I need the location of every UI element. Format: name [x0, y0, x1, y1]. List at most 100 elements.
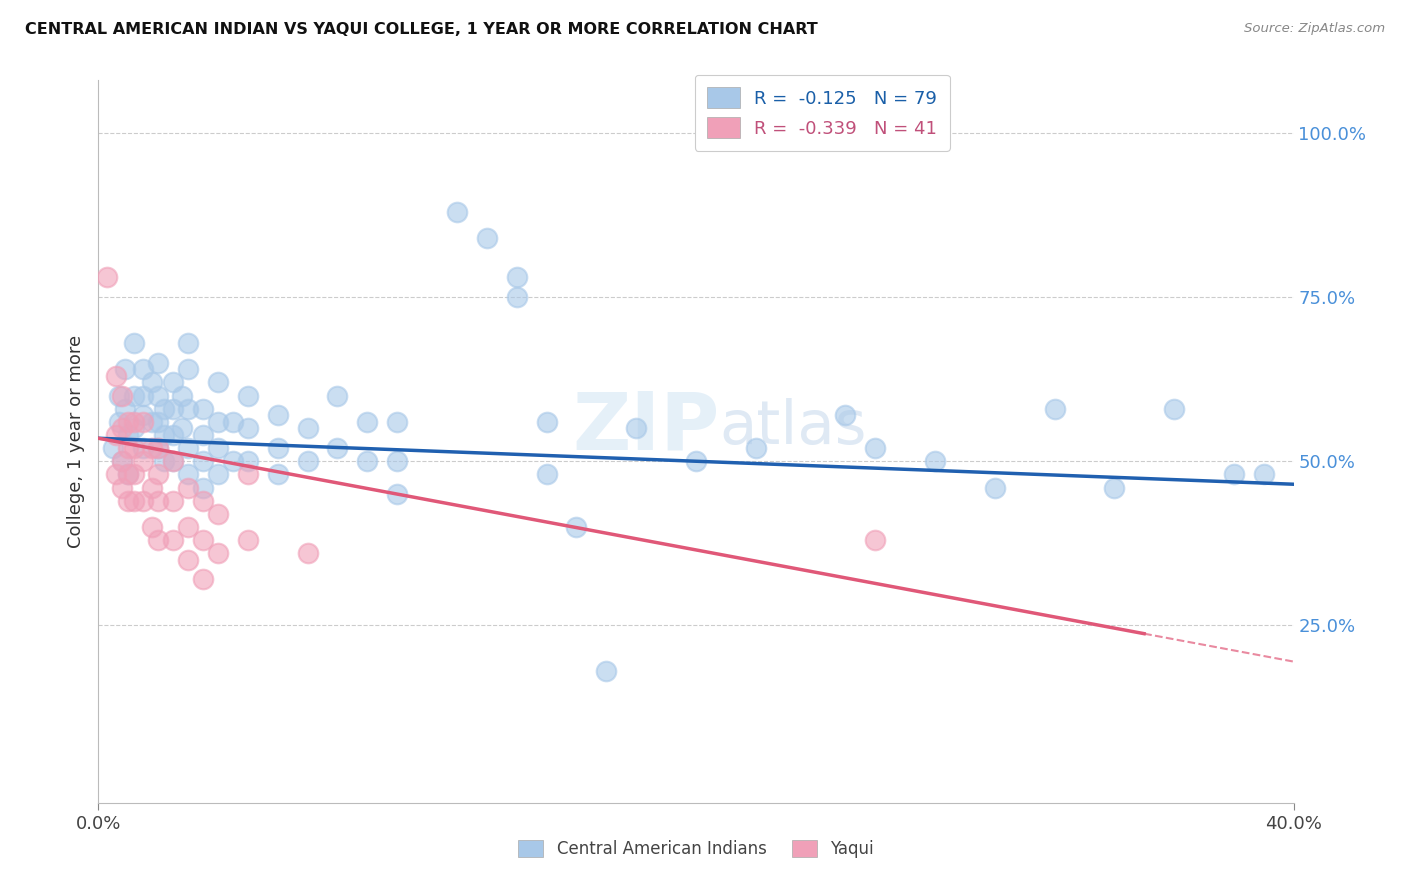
- Text: atlas: atlas: [720, 398, 868, 457]
- Point: [117, 493, 139, 508]
- Point: [141, 441, 163, 455]
- Point: [141, 520, 163, 534]
- Point: [153, 401, 176, 416]
- Point: [177, 467, 200, 482]
- Point: [356, 454, 378, 468]
- Point: [148, 441, 170, 455]
- Point: [1223, 467, 1246, 482]
- Point: [191, 401, 214, 416]
- Point: [162, 376, 184, 390]
- Point: [865, 441, 887, 455]
- Point: [236, 388, 259, 402]
- Point: [385, 487, 409, 501]
- Point: [111, 481, 134, 495]
- Point: [117, 415, 139, 429]
- Point: [148, 356, 170, 370]
- Point: [177, 362, 200, 376]
- Point: [924, 454, 946, 468]
- Point: [162, 401, 184, 416]
- Point: [191, 454, 214, 468]
- Point: [267, 409, 290, 423]
- Point: [141, 481, 163, 495]
- Point: [103, 441, 125, 455]
- Text: ZIP: ZIP: [572, 388, 720, 467]
- Point: [222, 415, 245, 429]
- Point: [191, 481, 214, 495]
- Point: [236, 454, 259, 468]
- Point: [177, 441, 200, 455]
- Point: [1163, 401, 1185, 416]
- Point: [148, 415, 170, 429]
- Point: [124, 441, 146, 455]
- Text: CENTRAL AMERICAN INDIAN VS YAQUI COLLEGE, 1 YEAR OR MORE CORRELATION CHART: CENTRAL AMERICAN INDIAN VS YAQUI COLLEGE…: [25, 22, 818, 37]
- Point: [132, 415, 155, 429]
- Point: [148, 533, 170, 547]
- Point: [124, 336, 146, 351]
- Point: [132, 409, 155, 423]
- Point: [297, 421, 319, 435]
- Point: [356, 415, 378, 429]
- Point: [153, 428, 176, 442]
- Point: [626, 421, 648, 435]
- Point: [177, 481, 200, 495]
- Point: [124, 467, 146, 482]
- Point: [162, 493, 184, 508]
- Point: [446, 204, 468, 219]
- Point: [124, 388, 146, 402]
- Point: [595, 665, 617, 679]
- Point: [172, 388, 194, 402]
- Point: [506, 290, 529, 304]
- Point: [124, 415, 146, 429]
- Point: [207, 415, 229, 429]
- Point: [105, 368, 128, 383]
- Point: [1253, 467, 1275, 482]
- Point: [745, 441, 768, 455]
- Point: [117, 467, 139, 482]
- Point: [267, 467, 290, 482]
- Text: Source: ZipAtlas.com: Source: ZipAtlas.com: [1244, 22, 1385, 36]
- Point: [326, 388, 349, 402]
- Point: [108, 388, 131, 402]
- Point: [124, 421, 146, 435]
- Point: [207, 376, 229, 390]
- Point: [236, 467, 259, 482]
- Point: [124, 493, 146, 508]
- Point: [105, 428, 128, 442]
- Point: [148, 441, 170, 455]
- Point: [865, 533, 887, 547]
- Point: [141, 415, 163, 429]
- Point: [236, 533, 259, 547]
- Point: [834, 409, 856, 423]
- Point: [385, 415, 409, 429]
- Point: [117, 441, 139, 455]
- Point: [117, 428, 139, 442]
- Point: [111, 421, 134, 435]
- Point: [191, 428, 214, 442]
- Legend: Central American Indians, Yaqui: Central American Indians, Yaqui: [510, 832, 882, 867]
- Point: [236, 421, 259, 435]
- Point: [177, 553, 200, 567]
- Point: [162, 533, 184, 547]
- Point: [326, 441, 349, 455]
- Point: [153, 454, 176, 468]
- Point: [267, 441, 290, 455]
- Point: [222, 454, 245, 468]
- Point: [132, 362, 155, 376]
- Point: [536, 467, 558, 482]
- Point: [148, 493, 170, 508]
- Point: [191, 533, 214, 547]
- Point: [1043, 401, 1066, 416]
- Point: [111, 388, 134, 402]
- Point: [191, 493, 214, 508]
- Point: [108, 415, 131, 429]
- Point: [385, 454, 409, 468]
- Point: [1104, 481, 1126, 495]
- Point: [685, 454, 707, 468]
- Point: [177, 520, 200, 534]
- Point: [297, 454, 319, 468]
- Point: [117, 467, 139, 482]
- Point: [191, 573, 214, 587]
- Point: [177, 401, 200, 416]
- Point: [162, 428, 184, 442]
- Point: [565, 520, 588, 534]
